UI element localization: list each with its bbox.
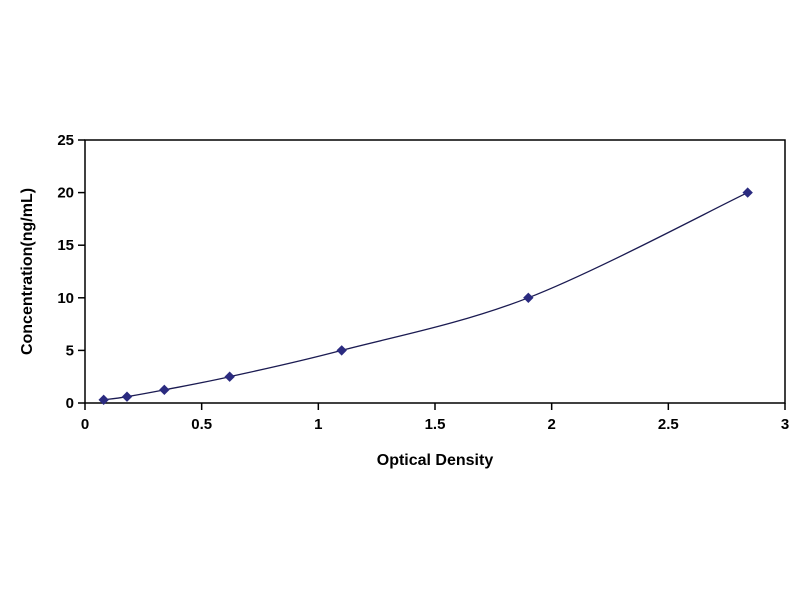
x-tick-label: 0 [81,416,89,433]
data-point-marker [742,187,753,198]
y-tick-label: 0 [66,395,74,412]
y-tick-label: 20 [57,185,74,202]
plot-area-border [84,139,786,404]
x-tick-label: 3 [781,416,789,433]
x-tick-label: 1.5 [425,416,446,433]
x-tick-label: 2.5 [658,416,679,433]
y-axis-ticks: 0 5 10 15 20 25 [57,132,85,412]
series-markers [98,187,753,406]
data-point-marker [224,371,235,382]
data-point-marker [159,384,170,396]
x-axis-ticks: 0 0.5 1 1.5 2 2.5 3 [81,403,789,433]
y-tick-label: 5 [66,342,74,359]
x-axis-label: Optical Density [377,452,494,469]
y-axis-label: Concentration(ng/mL) [19,188,36,355]
x-tick-label: 2 [547,416,555,433]
data-point-marker [523,292,534,304]
data-point-marker [98,394,109,406]
data-point-marker [336,345,347,356]
x-tick-label: 1 [314,416,322,433]
x-tick-label: 0.5 [191,416,212,433]
y-tick-label: 15 [57,237,74,254]
data-point-marker [121,391,133,402]
series-line [103,192,748,401]
y-tick-label: 25 [57,132,74,149]
y-tick-label: 10 [57,290,74,307]
